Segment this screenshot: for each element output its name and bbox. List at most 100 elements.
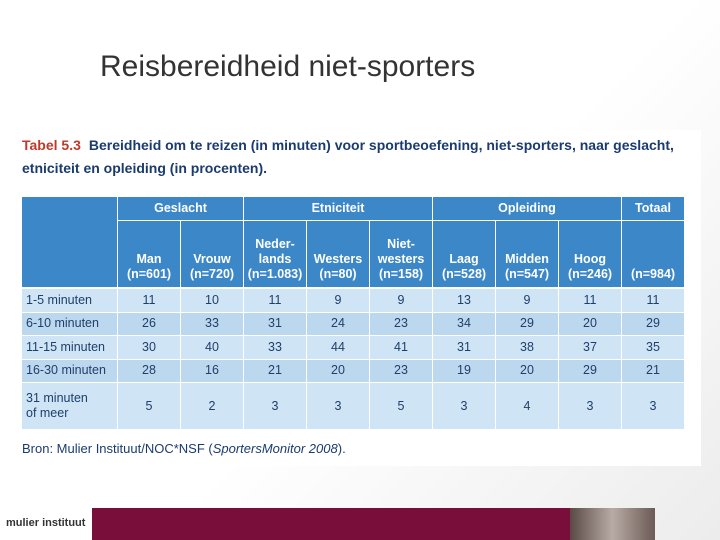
row-label-line: 1-5 minuten xyxy=(26,292,93,307)
column-name: Hoog xyxy=(574,252,606,266)
column-header: Westers (n=80) xyxy=(307,221,370,287)
column-name: Midden xyxy=(505,252,549,266)
group-header: Opleiding xyxy=(433,197,622,220)
table-cell: 40 xyxy=(181,336,244,360)
source-suffix: ). xyxy=(337,441,346,456)
table-cell: 19 xyxy=(433,359,496,383)
table-cell: 33 xyxy=(244,336,307,360)
column-header: Neder-lands (n=1.083) xyxy=(244,221,307,287)
column-header: Midden (n=547) xyxy=(496,221,559,287)
group-header: Geslacht xyxy=(118,197,244,220)
table-cell: 11 xyxy=(118,289,181,313)
column-header: Niet-westers (n=158) xyxy=(370,221,433,287)
column-name: Man xyxy=(136,252,162,266)
table-cell: 3 xyxy=(433,383,496,430)
table-cell: 21 xyxy=(244,359,307,383)
table-cell: 11 xyxy=(559,289,622,313)
table-cell: 20 xyxy=(307,359,370,383)
column-n: (n=547) xyxy=(504,267,550,281)
header-corner xyxy=(22,197,118,287)
column-n: (n=601) xyxy=(126,267,172,281)
table-cell: 4 xyxy=(496,383,559,430)
table-cell: 16 xyxy=(181,359,244,383)
table-source: Bron: Mulier Instituut/NOC*NSF (Sporters… xyxy=(22,441,346,456)
column-header: Laag (n=528) xyxy=(433,221,496,287)
table-cell: 13 xyxy=(433,289,496,313)
column-name: westers xyxy=(377,252,425,266)
row-label-line: 31 minuten xyxy=(26,391,88,405)
table-cell: 41 xyxy=(370,336,433,360)
table-cell: 11 xyxy=(622,289,685,313)
table-cell: 9 xyxy=(496,289,559,313)
table-cell: 44 xyxy=(307,336,370,360)
table-cell: 24 xyxy=(307,312,370,336)
table-cell: 10 xyxy=(181,289,244,313)
row-label-line: 16-30 minuten xyxy=(26,363,106,378)
column-name: Niet- xyxy=(387,237,415,251)
column-n: (n=984) xyxy=(630,267,676,281)
footer-photo xyxy=(570,508,655,540)
table-cell: 38 xyxy=(496,336,559,360)
table-cell: 31 xyxy=(433,336,496,360)
row-label-line: of meer xyxy=(26,406,69,420)
column-name: Vrouw xyxy=(193,252,231,266)
column-n: (n=246) xyxy=(567,267,613,281)
column-header: Man (n=601) xyxy=(118,221,181,287)
table-cell: 29 xyxy=(622,312,685,336)
column-name: Neder- xyxy=(255,237,295,251)
table-cell: 30 xyxy=(118,336,181,360)
table-cell: 29 xyxy=(559,359,622,383)
source-italic: SportersMonitor 2008 xyxy=(212,441,338,456)
column-name: Laag xyxy=(449,252,479,266)
table-cell: 33 xyxy=(181,312,244,336)
table-cell: 9 xyxy=(307,289,370,313)
table-cell: 3 xyxy=(307,383,370,430)
table-cell: 21 xyxy=(622,359,685,383)
table-cell: 29 xyxy=(496,312,559,336)
group-header: Totaal xyxy=(622,197,685,220)
column-n: (n=158) xyxy=(378,267,424,281)
column-n: (n=80) xyxy=(319,267,357,281)
group-header: Etniciteit xyxy=(244,197,433,220)
row-label-line: 11-15 minuten xyxy=(26,339,105,354)
table-cell: 31 xyxy=(244,312,307,336)
table-cell: 34 xyxy=(433,312,496,336)
caption-label: Tabel 5.3 xyxy=(22,137,81,153)
table-cell: 2 xyxy=(181,383,244,430)
table-caption: Tabel 5.3 Bereidheid om te reizen (in min… xyxy=(22,134,694,180)
footer-bar xyxy=(92,508,570,540)
table-cell: 37 xyxy=(559,336,622,360)
table-cell: 23 xyxy=(370,312,433,336)
table-cell: 9 xyxy=(370,289,433,313)
table-cell: 35 xyxy=(622,336,685,360)
column-n: (n=528) xyxy=(441,267,487,281)
row-label: 6-10 minuten xyxy=(22,312,118,336)
row-label-line: 6-10 minuten xyxy=(26,316,99,331)
table-cell: 3 xyxy=(622,383,685,430)
table-cell: 23 xyxy=(370,359,433,383)
table-cell: 5 xyxy=(370,383,433,430)
row-label: 31 minuten of meer xyxy=(22,383,118,430)
column-header: Hoog (n=246) xyxy=(559,221,622,287)
column-name: Westers xyxy=(313,252,363,266)
table-cell: 26 xyxy=(118,312,181,336)
slide-title: Reisbereidheid niet-sporters xyxy=(100,50,476,83)
row-label: 16-30 minuten xyxy=(22,359,118,383)
column-name: lands xyxy=(258,252,292,266)
table-cell: 5 xyxy=(118,383,181,430)
table-cell: 3 xyxy=(559,383,622,430)
table-cell: 11 xyxy=(244,289,307,313)
column-n: (n=1.083) xyxy=(247,267,303,281)
table-cell: 3 xyxy=(244,383,307,430)
table-cell: 28 xyxy=(118,359,181,383)
column-n: (n=720) xyxy=(189,267,235,281)
table-cell: 20 xyxy=(559,312,622,336)
row-label: 11-15 minuten xyxy=(22,336,118,360)
source-prefix: Bron: Mulier Instituut/NOC*NSF ( xyxy=(22,441,213,456)
column-header: Vrouw (n=720) xyxy=(181,221,244,287)
caption-text: Bereidheid om te reizen (in minuten) voo… xyxy=(22,137,674,176)
table-cell: 20 xyxy=(496,359,559,383)
footer-logo: mulier instituut xyxy=(6,517,86,529)
row-label: 1-5 minuten xyxy=(22,289,118,313)
